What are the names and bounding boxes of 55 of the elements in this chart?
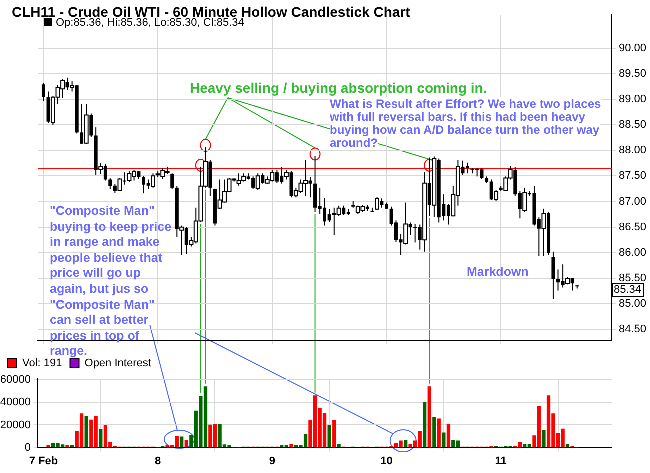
y-tick-label: 40000: [0, 396, 31, 409]
y-tick-label: 60000: [0, 374, 31, 386]
annotation: Markdown: [467, 265, 529, 279]
x-tick-label: 8: [154, 455, 162, 468]
x-tick-label: 7 Feb: [29, 455, 58, 468]
candlestick: [552, 251, 556, 300]
bar: [328, 425, 332, 448]
y-tick-label: 86.50: [619, 221, 647, 234]
y-tick-label: 84.50: [619, 324, 647, 336]
candlestick: [42, 83, 46, 102]
text: "Composite Man" buying to keep price in range and make people believe that price will go up again, but jus so "Composite Man" can sell at better prices in top of range.: [50, 204, 172, 358]
bar: [332, 420, 336, 448]
bar: [66, 445, 70, 448]
bar: [46, 445, 50, 448]
candlestick: [466, 162, 470, 174]
bar: [104, 425, 108, 448]
bar: [432, 417, 436, 448]
bar: [442, 432, 446, 448]
bar: [446, 424, 451, 448]
x-tick-label: 9: [269, 455, 276, 468]
annotation: Heavy selling / buying absorption coming in.: [190, 80, 488, 96]
bar: [404, 440, 408, 448]
bar: [428, 386, 432, 448]
legend-label: Open Interest: [84, 358, 152, 370]
y-tick-label: 85.50: [619, 272, 647, 285]
text: 85.34: [614, 284, 642, 296]
y-tick-label: 88.00: [619, 144, 647, 157]
bar: [542, 430, 546, 448]
bar: [84, 416, 88, 448]
candlestick: [170, 173, 174, 190]
y-tick-label: 87.00: [619, 196, 647, 208]
bar: [184, 440, 188, 448]
y-tick-label: 87.50: [619, 170, 647, 182]
y-tick-label: 90.00: [619, 42, 647, 54]
bar: [290, 444, 294, 448]
x-tick-label: 10: [380, 455, 393, 468]
bar: [70, 445, 74, 448]
x-tick-label: 11: [495, 455, 507, 468]
legend-label: Vol: 191: [22, 358, 62, 370]
y-tick-label: 0: [24, 442, 31, 454]
y-tick-label: 89.00: [619, 93, 647, 106]
bar: [180, 436, 184, 448]
bar: [99, 429, 103, 448]
y-tick-label: 88.50: [619, 119, 647, 132]
annotation: Op:85.36, Hi:85.36, Lo:85.30, Cl:85.34: [56, 17, 244, 29]
bar: [422, 402, 427, 448]
bar: [337, 444, 341, 448]
annotation: What is Result after Effort? We have two places with full reversal bars. If this had been heavy buying how can A/D balance turn the other way around?: [330, 97, 602, 150]
bar: [437, 418, 441, 448]
bar: [80, 414, 84, 448]
y-tick-label: 85.00: [619, 298, 647, 310]
y-tick-label: 86.00: [619, 246, 647, 259]
bar: [566, 444, 570, 448]
y-tick-label: 20000: [0, 419, 31, 432]
y-tick-label: 89.50: [619, 68, 647, 80]
